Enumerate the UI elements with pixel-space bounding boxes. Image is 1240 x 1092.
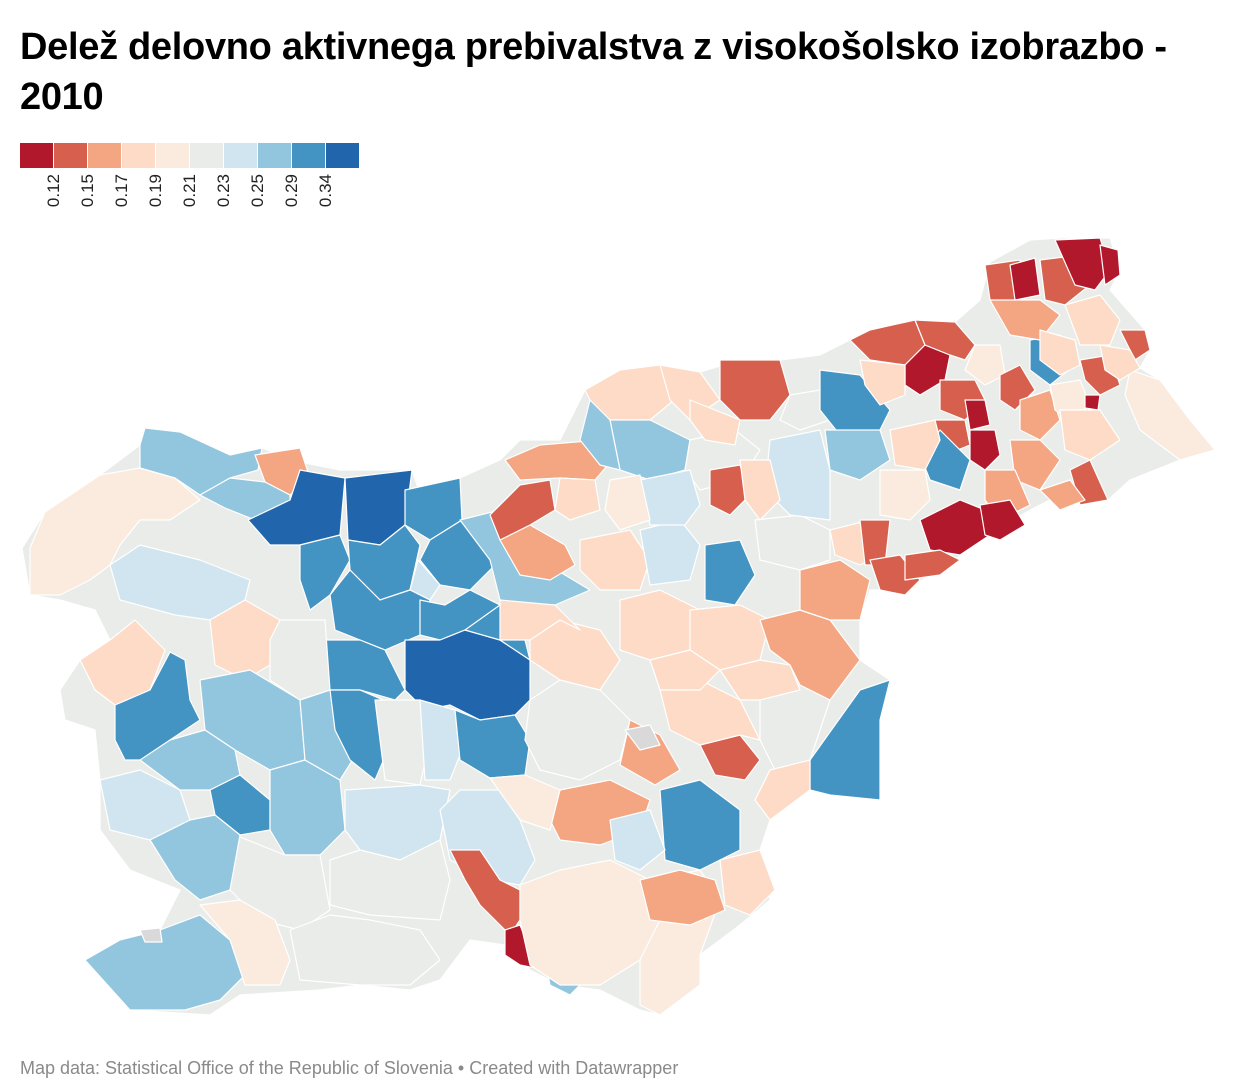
municipality-region[interactable] bbox=[914, 319, 976, 361]
legend-swatch bbox=[224, 143, 257, 168]
municipality-region[interactable] bbox=[454, 709, 531, 779]
municipality-region[interactable] bbox=[989, 299, 1061, 341]
municipality-region[interactable] bbox=[489, 774, 561, 831]
municipality-region[interactable] bbox=[1039, 329, 1081, 376]
municipality-region[interactable] bbox=[799, 559, 871, 621]
color-legend: 0.12 0.15 0.17 0.19 0.21 0.23 0.25 0.29 0.34 bbox=[20, 143, 360, 248]
municipality-region[interactable] bbox=[579, 529, 651, 591]
municipality-region[interactable] bbox=[964, 344, 1006, 386]
municipality-region[interactable] bbox=[139, 427, 263, 496]
municipality-region[interactable] bbox=[199, 899, 291, 986]
municipality-region[interactable] bbox=[704, 539, 756, 606]
municipality-region[interactable] bbox=[1084, 394, 1101, 411]
municipality-region[interactable] bbox=[1059, 409, 1121, 461]
legend-swatch bbox=[54, 143, 87, 168]
municipality-region[interactable] bbox=[609, 809, 666, 871]
municipality-region[interactable] bbox=[779, 389, 831, 431]
municipality-region[interactable] bbox=[689, 399, 741, 446]
municipality-region[interactable] bbox=[719, 849, 776, 916]
source-note: Map data: Statistical Office of the Repu… bbox=[20, 1058, 679, 1078]
municipality-region[interactable] bbox=[719, 659, 801, 701]
legend-swatch bbox=[292, 143, 325, 168]
municipality-region[interactable] bbox=[879, 469, 931, 521]
municipality-region[interactable] bbox=[1099, 244, 1121, 286]
legend-swatches bbox=[20, 143, 360, 168]
municipality-region[interactable] bbox=[859, 359, 906, 406]
municipality-region[interactable] bbox=[624, 724, 661, 751]
municipality-region[interactable] bbox=[329, 839, 451, 921]
municipality-region[interactable] bbox=[247, 469, 346, 546]
legend-swatch bbox=[326, 143, 359, 168]
municipality-region[interactable] bbox=[1019, 389, 1061, 441]
municipality-region[interactable] bbox=[289, 914, 441, 986]
municipality-region[interactable] bbox=[139, 927, 163, 943]
legend-swatch bbox=[88, 143, 121, 168]
municipality-region[interactable] bbox=[969, 429, 1001, 471]
municipality-region[interactable] bbox=[1054, 237, 1111, 291]
municipality-region[interactable] bbox=[1124, 369, 1216, 461]
municipality-region[interactable] bbox=[79, 619, 166, 706]
municipality-region[interactable] bbox=[149, 814, 241, 901]
municipality-region[interactable] bbox=[979, 499, 1026, 541]
municipality-region[interactable] bbox=[964, 399, 991, 431]
municipality-region[interactable] bbox=[499, 599, 581, 641]
municipality-region[interactable] bbox=[419, 699, 461, 781]
municipality-region[interactable] bbox=[659, 779, 741, 871]
municipality-region[interactable] bbox=[649, 649, 721, 691]
municipality-region[interactable] bbox=[709, 464, 751, 516]
municipality-region[interactable] bbox=[754, 759, 811, 821]
legend-swatch bbox=[156, 143, 189, 168]
municipality-region[interactable] bbox=[579, 399, 621, 471]
legend-swatch bbox=[122, 143, 155, 168]
legend-swatch bbox=[258, 143, 291, 168]
municipality-region[interactable] bbox=[824, 429, 891, 481]
municipality-region[interactable] bbox=[739, 459, 781, 521]
legend-swatch bbox=[20, 143, 53, 168]
municipality-region[interactable] bbox=[504, 439, 613, 481]
municipality-region[interactable] bbox=[889, 419, 941, 471]
municipality-region[interactable] bbox=[809, 679, 891, 801]
municipality-region[interactable] bbox=[1099, 344, 1141, 381]
map-title: Delež delovno aktivnega prebivalstva z v… bbox=[20, 26, 1167, 118]
legend-swatch bbox=[190, 143, 223, 168]
municipality-region[interactable] bbox=[1039, 479, 1086, 511]
municipality-region[interactable] bbox=[139, 729, 241, 791]
municipality-region[interactable] bbox=[554, 477, 601, 521]
municipality-region[interactable] bbox=[29, 467, 201, 596]
municipality-region[interactable] bbox=[1064, 294, 1121, 346]
municipality-region[interactable] bbox=[114, 651, 201, 761]
municipality-region[interactable] bbox=[639, 869, 726, 926]
municipality-region[interactable] bbox=[604, 474, 651, 531]
municipality-region[interactable] bbox=[904, 549, 961, 581]
municipality-region[interactable] bbox=[1009, 257, 1041, 301]
